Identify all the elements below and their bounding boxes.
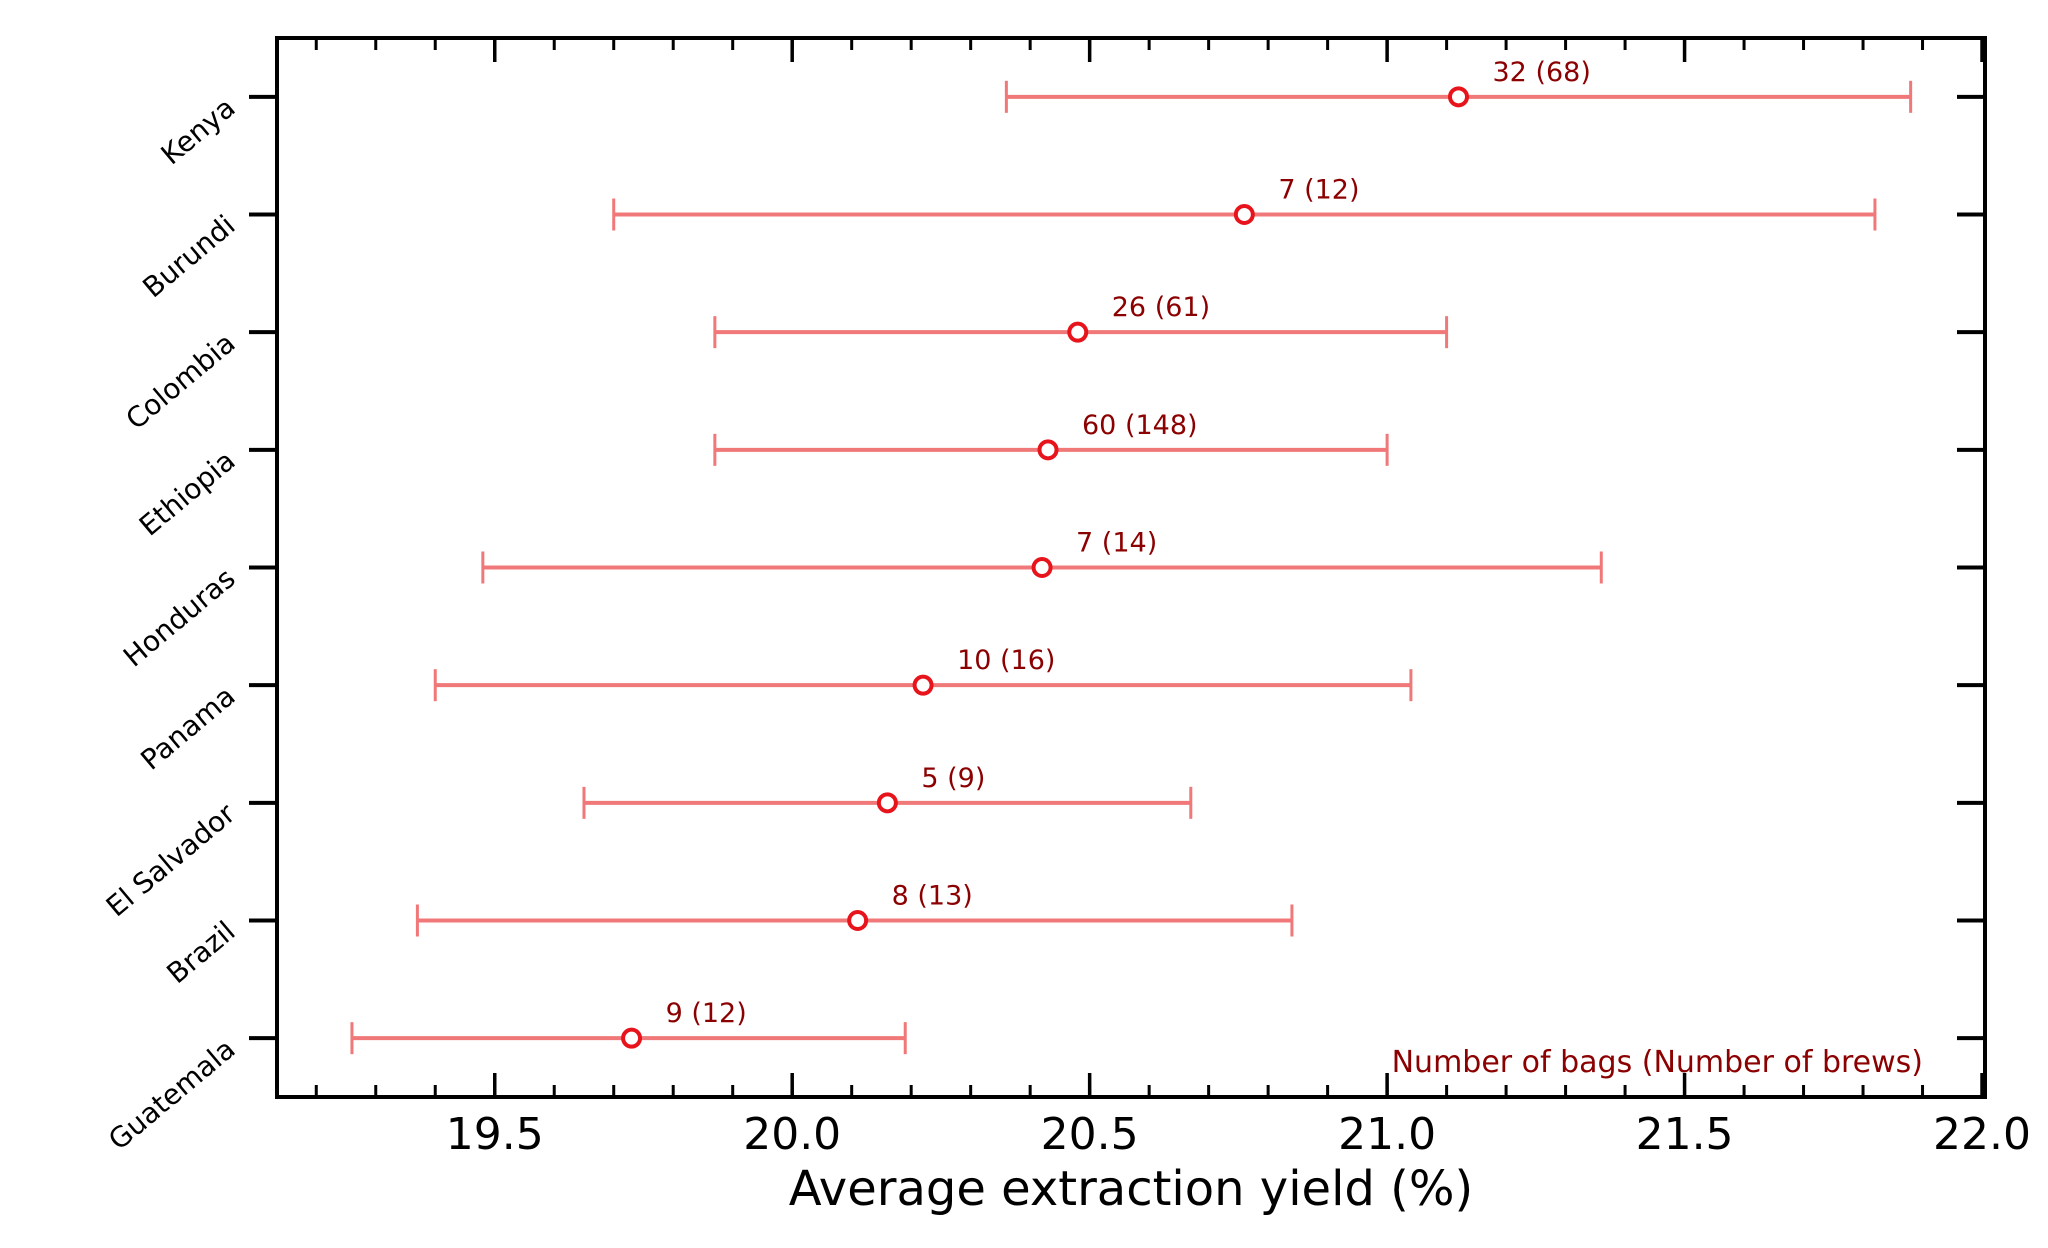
data-label: 9 (12)	[666, 998, 747, 1029]
y-tick-label: Guatemala	[102, 1032, 241, 1156]
x-tick-label: 21.5	[1636, 1109, 1734, 1160]
x-tick-label: 20.5	[1041, 1109, 1139, 1160]
data-label: 60 (148)	[1082, 410, 1198, 441]
y-tick-label: Ethiopia	[133, 444, 242, 543]
data-point	[1037, 439, 1059, 461]
data-point	[912, 674, 934, 696]
data-label: 7 (14)	[1076, 528, 1157, 559]
data-label: 5 (9)	[921, 763, 985, 794]
plot-frame	[275, 36, 1987, 1099]
y-tick-label: Panama	[134, 679, 241, 776]
data-label: 8 (13)	[892, 881, 973, 912]
y-tick-label: Burundi	[136, 209, 241, 305]
data-label: 26 (61)	[1112, 292, 1210, 323]
data-point	[1031, 557, 1053, 578]
y-tick-label: Brazil	[160, 915, 241, 991]
x-tick-label: 22.0	[1933, 1109, 2031, 1160]
x-tick-label: 21.0	[1338, 1109, 1436, 1160]
x-tick-label: 19.5	[446, 1109, 544, 1160]
data-label: 10 (16)	[957, 645, 1055, 676]
data-point	[1067, 321, 1089, 343]
plot-marks: 32 (68) 7 (12) 26 (61) 60 (148) 7 (14) 10 (16…	[350, 57, 1913, 1055]
annotation-note: Number of bags (Number of brews)	[1392, 1045, 1923, 1080]
data-point	[876, 792, 898, 814]
data-label: 32 (68)	[1493, 57, 1591, 88]
y-tick-label: Kenya	[155, 91, 242, 171]
data-label: 7 (12)	[1278, 175, 1359, 206]
y-tick-label: El Salvador	[100, 797, 242, 924]
x-tick-label: 20.0	[743, 1109, 841, 1160]
x-axis-label: Average extraction yield (%)	[789, 1161, 1473, 1217]
data-point	[621, 1027, 643, 1049]
y-tick-label: Honduras	[117, 562, 241, 674]
y-tick-label: Colombia	[119, 326, 241, 436]
data-point	[1233, 204, 1255, 225]
data-point	[1448, 86, 1470, 108]
data-point	[847, 910, 869, 931]
